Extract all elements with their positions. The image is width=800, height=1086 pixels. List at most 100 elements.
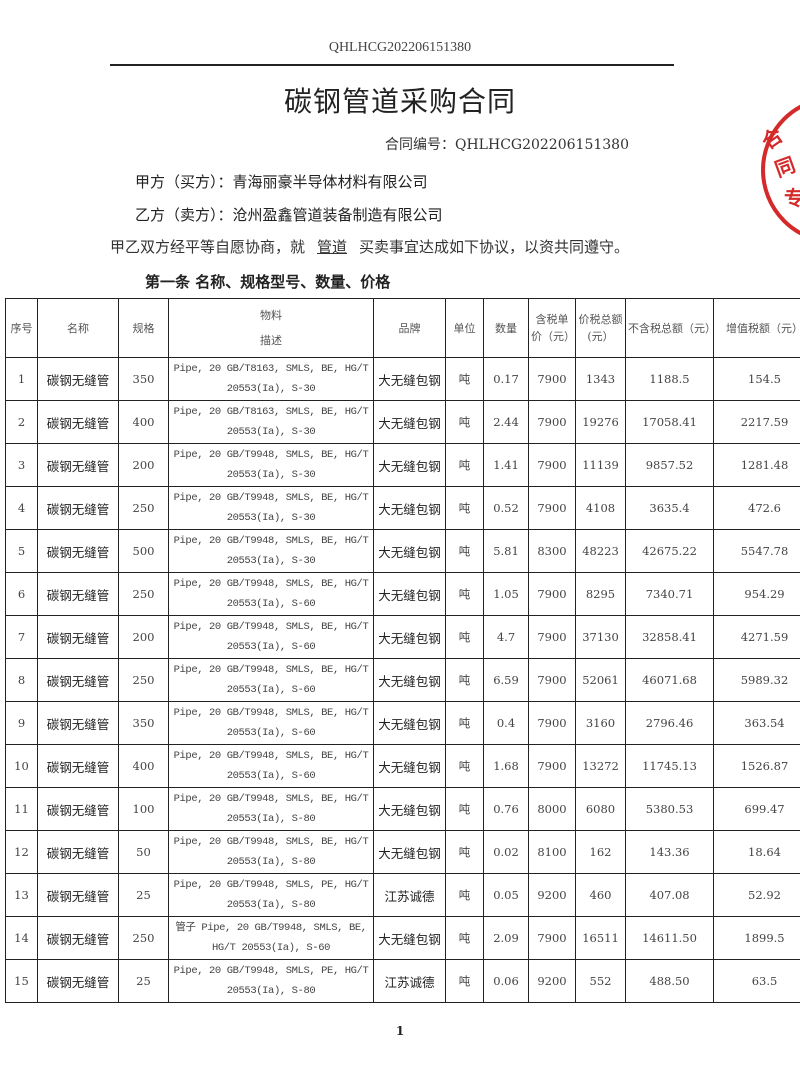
col-header-spec: 规格: [118, 298, 169, 358]
party-a-label: 甲方（买方）：: [135, 173, 233, 191]
table-row: 12 碳钢无缝管 50 Pipe, 20 GB/T9948, SMLS, BE, HG…: [5, 830, 800, 874]
cell-total: 52061: [575, 658, 626, 702]
cell-no: 4: [5, 486, 38, 530]
cell-spec: 400: [118, 744, 169, 788]
cell-price: 7900: [528, 400, 576, 444]
cell-price: 7900: [528, 357, 576, 401]
table-row: 8 碳钢无缝管 250 Pipe, 20 GB/T9948, SMLS, BE, HG…: [5, 658, 800, 702]
cell-vat: 18.64: [713, 830, 800, 874]
cell-total: 37130: [575, 615, 626, 659]
cell-unit: 吨: [445, 529, 484, 573]
cell-spec: 25: [118, 959, 169, 1003]
cell-desc: Pipe, 20 GB/T9948, SMLS, BE, HG/T 20553(…: [168, 486, 374, 530]
party-a: 甲方（买方）：青海丽豪半导体材料有限公司: [135, 171, 428, 192]
cell-qty: 0.52: [483, 486, 529, 530]
cell-vat: 154.5: [713, 357, 800, 401]
cell-name: 碳钢无缝管: [37, 357, 119, 401]
cell-price: 9200: [528, 959, 576, 1003]
cell-price: 7900: [528, 443, 576, 487]
cell-spec: 250: [118, 486, 169, 530]
table-row: 13 碳钢无缝管 25 Pipe, 20 GB/T9948, SMLS, PE, HG…: [5, 873, 800, 917]
cell-net: 11745.13: [625, 744, 714, 788]
cell-desc: Pipe, 20 GB/T9948, SMLS, BE, HG/T 20553(…: [168, 443, 374, 487]
cell-vat: 954.29: [713, 572, 800, 616]
items-table: 序号 名称 规格 物料 描述 品牌 单位 数量 含税单价（元） 价税总额(元） 不…: [5, 298, 800, 1003]
cell-qty: 4.7: [483, 615, 529, 659]
cell-desc: Pipe, 20 GB/T9948, SMLS, BE, HG/T 20553(…: [168, 658, 374, 702]
cell-no: 14: [5, 916, 38, 960]
cell-unit: 吨: [445, 873, 484, 917]
cell-name: 碳钢无缝管: [37, 916, 119, 960]
cell-total: 13272: [575, 744, 626, 788]
cell-net: 9857.52: [625, 443, 714, 487]
col-header-total: 价税总额(元）: [575, 298, 626, 358]
cell-no: 2: [5, 400, 38, 444]
col-header-desc: 描述: [260, 334, 282, 347]
col-header-unit: 单位: [445, 298, 484, 358]
cell-brand: 大无缝包钢: [373, 787, 446, 831]
cell-desc: 管子 Pipe, 20 GB/T9948, SMLS, BE, HG/T 205…: [168, 916, 374, 960]
cell-unit: 吨: [445, 959, 484, 1003]
contract-number: 合同编号：QHLHCG202206151380: [385, 134, 629, 154]
cell-no: 6: [5, 572, 38, 616]
cell-no: 13: [5, 873, 38, 917]
cell-price: 7900: [528, 744, 576, 788]
cell-brand: 大无缝包钢: [373, 916, 446, 960]
cell-no: 10: [5, 744, 38, 788]
seal-text-3: 专: [784, 186, 800, 210]
cell-total: 48223: [575, 529, 626, 573]
cell-spec: 400: [118, 400, 169, 444]
cell-net: 14611.50: [625, 916, 714, 960]
cell-spec: 250: [118, 658, 169, 702]
cell-price: 9200: [528, 873, 576, 917]
col-header-brand: 品牌: [373, 298, 446, 358]
cell-desc: Pipe, 20 GB/T9948, SMLS, BE, HG/T 20553(…: [168, 572, 374, 616]
cell-brand: 大无缝包钢: [373, 572, 446, 616]
cell-total: 8295: [575, 572, 626, 616]
cell-total: 6080: [575, 787, 626, 831]
cell-spec: 250: [118, 572, 169, 616]
cell-unit: 吨: [445, 357, 484, 401]
cell-unit: 吨: [445, 830, 484, 874]
cell-spec: 200: [118, 615, 169, 659]
table-row: 10 碳钢无缝管 400 Pipe, 20 GB/T9948, SMLS, BE, H…: [5, 744, 800, 788]
party-b-value: 沧州盈鑫管道装备制造有限公司: [232, 206, 443, 224]
cell-qty: 1.05: [483, 572, 529, 616]
cell-name: 碳钢无缝管: [37, 486, 119, 530]
cell-desc: Pipe, 20 GB/T9948, SMLS, BE, HG/T 20553(…: [168, 830, 374, 874]
cell-name: 碳钢无缝管: [37, 959, 119, 1003]
cell-no: 7: [5, 615, 38, 659]
cell-vat: 5989.32: [713, 658, 800, 702]
cell-vat: 63.5: [713, 959, 800, 1003]
cell-name: 碳钢无缝管: [37, 873, 119, 917]
header-rule: [110, 64, 674, 66]
cell-price: 8300: [528, 529, 576, 573]
party-b-label: 乙方（卖方）：: [135, 206, 233, 224]
col-header-no: 序号: [5, 298, 38, 358]
cell-brand: 大无缝包钢: [373, 658, 446, 702]
company-seal-stamp: 合 同 专: [757, 104, 800, 236]
cell-net: 3635.4: [625, 486, 714, 530]
cell-net: 5380.53: [625, 787, 714, 831]
cell-unit: 吨: [445, 787, 484, 831]
cell-no: 12: [5, 830, 38, 874]
cell-price: 7900: [528, 916, 576, 960]
cell-brand: 大无缝包钢: [373, 830, 446, 874]
cell-desc: Pipe, 20 GB/T9948, SMLS, BE, HG/T 20553(…: [168, 701, 374, 745]
party-b: 乙方（卖方）：沧州盈鑫管道装备制造有限公司: [135, 204, 443, 225]
article-heading: 第一条 名称、规格型号、数量、价格: [145, 273, 391, 291]
cell-name: 碳钢无缝管: [37, 443, 119, 487]
cell-name: 碳钢无缝管: [37, 744, 119, 788]
cell-name: 碳钢无缝管: [37, 529, 119, 573]
col-header-net: 不含税总额（元）: [625, 298, 716, 358]
cell-price: 7900: [528, 615, 576, 659]
cell-spec: 250: [118, 916, 169, 960]
cell-no: 8: [5, 658, 38, 702]
cell-no: 15: [5, 959, 38, 1003]
cell-brand: 江苏诚德: [373, 959, 446, 1003]
col-header-name: 名称: [37, 298, 119, 358]
cell-qty: 2.44: [483, 400, 529, 444]
seal-text-2: 同: [772, 152, 799, 181]
header-contract-code: QHLHCG202206151380: [328, 40, 472, 55]
cell-qty: 1.41: [483, 443, 529, 487]
